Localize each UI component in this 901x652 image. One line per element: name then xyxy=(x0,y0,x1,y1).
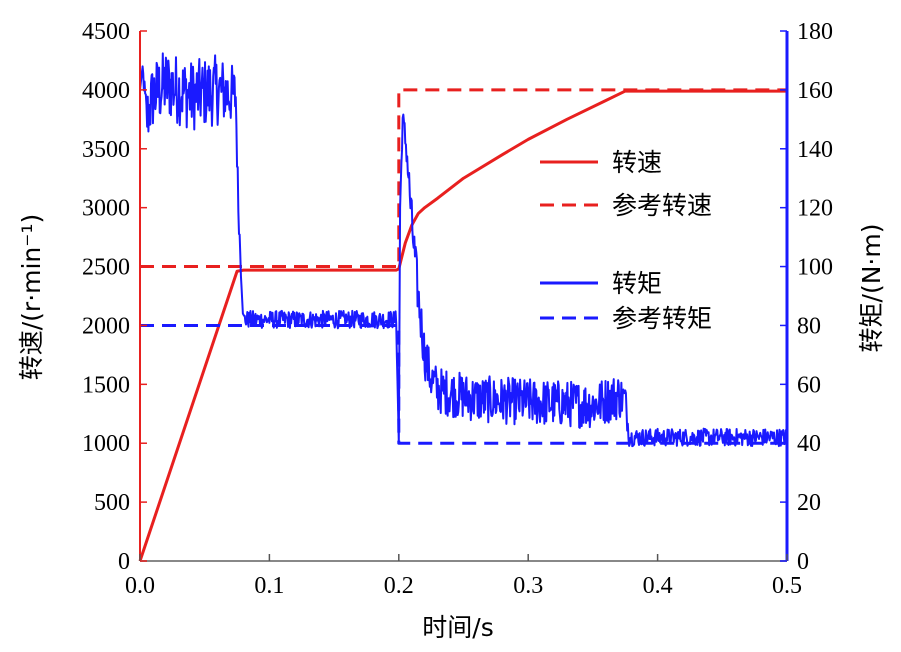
legend-label-torque: 转矩 xyxy=(612,269,662,298)
left-y-tick-label: 3500 xyxy=(82,137,130,163)
left-y-tick-label: 500 xyxy=(94,490,130,516)
left-y-tick-label: 1500 xyxy=(82,372,130,398)
right-y-tick-label: 140 xyxy=(797,137,833,163)
x-axis-title: 时间/s xyxy=(422,613,493,642)
plot-lines xyxy=(138,52,788,562)
axes xyxy=(139,31,789,562)
speed-line xyxy=(138,89,787,562)
x-tick-label: 0.0 xyxy=(125,573,155,599)
torque-line xyxy=(139,52,788,448)
right-y-tick-label: 80 xyxy=(797,313,821,339)
x-tick-label: 0.4 xyxy=(643,573,673,599)
right-y-tick-label: 20 xyxy=(797,490,821,516)
right-y-tick-label: 60 xyxy=(797,372,821,398)
x-tick-label: 0.3 xyxy=(513,573,543,599)
right-y-tick-label: 160 xyxy=(797,78,833,104)
right-y-axis-title: 转矩/(N·m) xyxy=(857,224,886,353)
right-y-tick-label: 180 xyxy=(797,19,833,45)
left-y-axis-title: 转速/(r·min⁻¹) xyxy=(17,214,46,381)
right-y-tick-label: 0 xyxy=(797,549,809,575)
legend-label-reference-torque: 参考转矩 xyxy=(612,304,712,333)
right-y-tick-label: 120 xyxy=(797,196,833,222)
left-y-tick-label: 1000 xyxy=(82,431,130,457)
left-y-tick-label: 0 xyxy=(118,549,130,575)
x-tick-label: 0.1 xyxy=(254,573,284,599)
ticks: 0.0 0.1 0.2 0.3 0.4 0.50500100015002000250030… xyxy=(82,19,833,599)
reference-torque-line xyxy=(140,323,787,445)
left-y-tick-label: 4000 xyxy=(82,78,130,104)
legend-label-reference-speed: 参考转速 xyxy=(612,191,712,220)
reference-speed-line xyxy=(140,88,787,269)
legend: 转速 参考转速 转矩 参考转矩 xyxy=(540,148,712,333)
legend-label-speed: 转速 xyxy=(612,148,662,177)
left-y-tick-label: 3000 xyxy=(82,196,130,222)
x-tick-label: 0.2 xyxy=(384,573,414,599)
x-tick-label: 0.5 xyxy=(772,573,802,599)
left-y-tick-label: 4500 xyxy=(82,19,130,45)
left-y-tick-label: 2000 xyxy=(82,313,130,339)
right-y-tick-label: 100 xyxy=(797,255,833,281)
right-y-tick-label: 40 xyxy=(797,431,821,457)
left-y-tick-label: 2500 xyxy=(82,255,130,281)
